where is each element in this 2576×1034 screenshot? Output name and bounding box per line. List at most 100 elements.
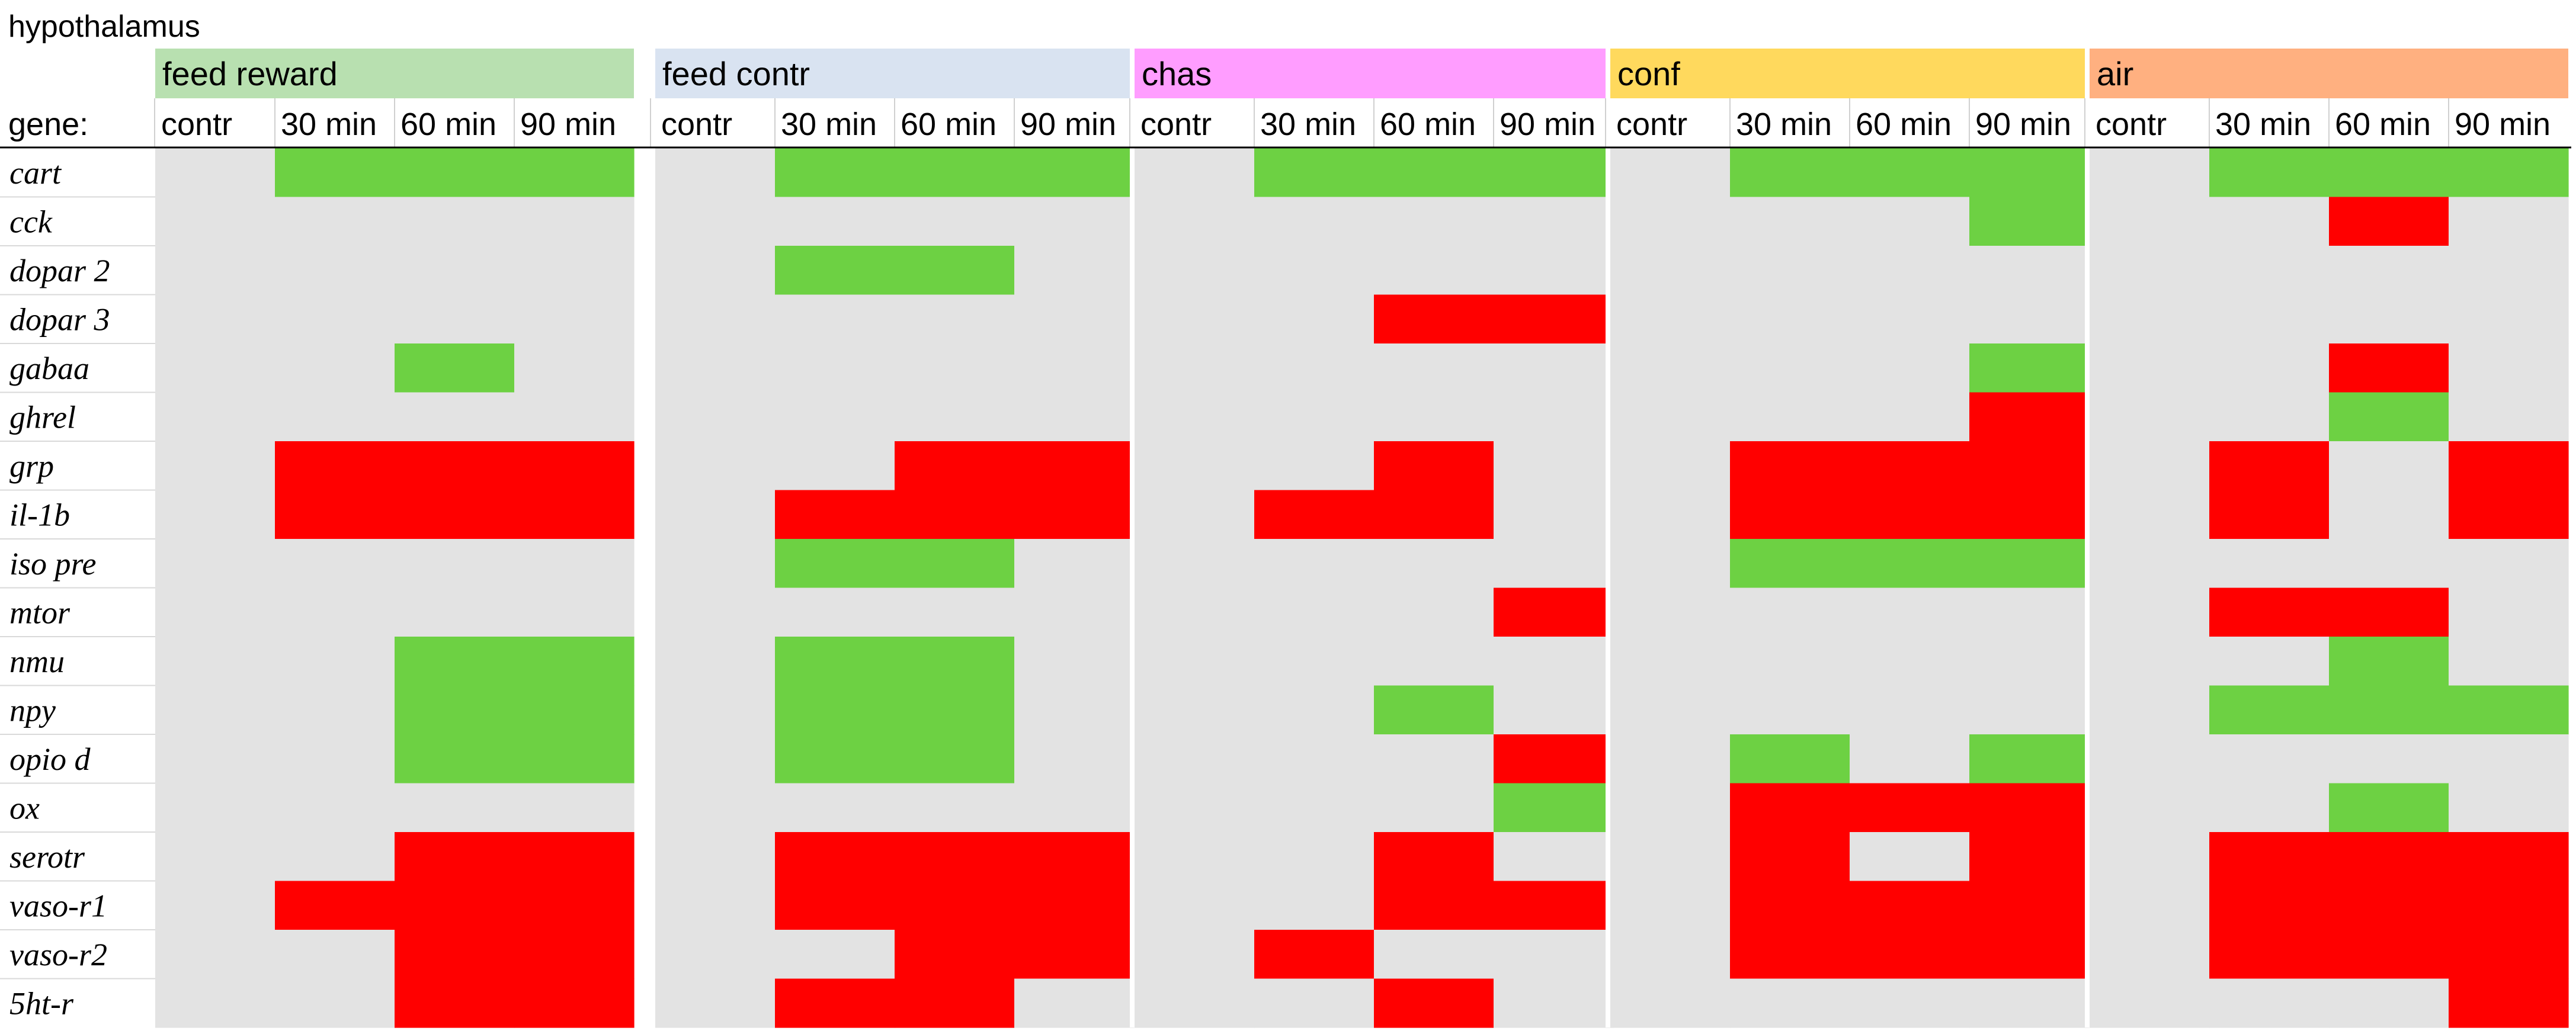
cell-0-6-2 [395, 441, 515, 491]
cell-3-11-1 [1730, 685, 1850, 735]
cell-4-2-1 [2209, 246, 2330, 296]
cell-1-9-2 [895, 587, 1015, 637]
cell-4-17-2 [2329, 978, 2449, 1028]
cell-4-6-1 [2209, 441, 2330, 491]
cell-0-10-2 [395, 637, 515, 686]
cell-1-7-2 [895, 490, 1015, 540]
cell-1-13-0 [655, 783, 776, 833]
cell-1-14-2 [895, 832, 1015, 882]
cell-3-8-2 [1850, 539, 1970, 589]
cell-0-3-2 [395, 294, 515, 344]
cell-3-2-3 [1969, 246, 2090, 296]
cell-1-2-3 [1014, 246, 1135, 296]
column-label-1-3: 90 min [1020, 107, 1116, 142]
cell-4-6-3 [2449, 441, 2569, 491]
cell-4-1-3 [2449, 197, 2569, 246]
cell-0-16-1 [275, 930, 395, 980]
cell-3-1-1 [1730, 197, 1850, 246]
cell-2-0-1 [1254, 148, 1374, 198]
cell-0-16-0 [155, 930, 275, 980]
cell-1-9-3 [1014, 587, 1135, 637]
cell-4-1-1 [2209, 197, 2330, 246]
cell-3-2-2 [1850, 246, 1970, 296]
cell-3-5-3 [1969, 392, 2090, 442]
cell-4-8-0 [2090, 539, 2210, 589]
cell-3-1-3 [1969, 197, 2090, 246]
cell-2-7-2 [1374, 490, 1494, 540]
cell-0-11-1 [275, 685, 395, 735]
cell-1-5-2 [895, 392, 1015, 442]
cell-3-11-2 [1850, 685, 1970, 735]
cell-2-8-0 [1135, 539, 1255, 589]
cell-0-10-1 [275, 637, 395, 686]
cell-3-10-3 [1969, 637, 2090, 686]
cell-4-10-3 [2449, 637, 2569, 686]
cell-4-7-3 [2449, 490, 2569, 540]
cell-0-4-1 [275, 343, 395, 393]
cell-1-5-0 [655, 392, 776, 442]
cell-0-3-1 [275, 294, 395, 344]
cell-4-1-0 [2090, 197, 2210, 246]
cell-3-14-2 [1850, 832, 1970, 882]
cell-0-6-0 [155, 441, 275, 491]
cell-4-10-2 [2329, 637, 2449, 686]
cell-2-6-1 [1254, 441, 1374, 491]
cell-3-2-0 [1610, 246, 1731, 296]
column-label-0-1: 30 min [281, 107, 377, 142]
cell-1-3-3 [1014, 294, 1135, 344]
cell-2-9-0 [1135, 587, 1255, 637]
cell-3-3-1 [1730, 294, 1850, 344]
cell-0-14-2 [395, 832, 515, 882]
column-label-0-3: 90 min [520, 107, 616, 142]
cell-3-13-1 [1730, 783, 1850, 833]
cell-2-5-2 [1374, 392, 1494, 442]
cell-2-9-1 [1254, 587, 1374, 637]
cell-0-2-1 [275, 246, 395, 296]
cell-0-17-0 [155, 978, 275, 1028]
cell-2-16-3 [1494, 930, 1614, 980]
column-label-0-2: 60 min [401, 107, 496, 142]
cell-1-0-2 [895, 148, 1015, 198]
cell-4-16-0 [2090, 930, 2210, 980]
cell-1-0-3 [1014, 148, 1135, 198]
cell-1-17-1 [775, 978, 895, 1028]
cell-3-12-2 [1850, 734, 1970, 784]
cell-4-16-3 [2449, 930, 2569, 980]
cell-0-10-3 [514, 637, 635, 686]
cell-2-9-3 [1494, 587, 1614, 637]
group-label-4: air [2097, 55, 2133, 92]
cell-4-17-0 [2090, 978, 2210, 1028]
cell-4-8-3 [2449, 539, 2569, 589]
cell-0-11-2 [395, 685, 515, 735]
cell-4-12-1 [2209, 734, 2330, 784]
cell-4-15-2 [2329, 881, 2449, 930]
cell-1-6-3 [1014, 441, 1135, 491]
cell-1-11-3 [1014, 685, 1135, 735]
cell-3-11-0 [1610, 685, 1731, 735]
cell-4-3-3 [2449, 294, 2569, 344]
cell-3-5-1 [1730, 392, 1850, 442]
cell-1-13-1 [775, 783, 895, 833]
cell-3-0-3 [1969, 148, 2090, 198]
cell-0-2-0 [155, 246, 275, 296]
cell-2-11-1 [1254, 685, 1374, 735]
cell-1-11-1 [775, 685, 895, 735]
cell-4-5-2 [2329, 392, 2449, 442]
cell-2-7-3 [1494, 490, 1614, 540]
cell-0-11-0 [155, 685, 275, 735]
cell-4-3-2 [2329, 294, 2449, 344]
cell-0-14-0 [155, 832, 275, 882]
cell-1-10-0 [655, 637, 776, 686]
cell-3-4-3 [1969, 343, 2090, 393]
cell-0-17-1 [275, 978, 395, 1028]
cell-0-7-3 [514, 490, 635, 540]
cell-1-4-3 [1014, 343, 1135, 393]
cell-4-8-1 [2209, 539, 2330, 589]
cell-1-3-2 [895, 294, 1015, 344]
cell-0-16-2 [395, 930, 515, 980]
gene-label-11: npy [9, 693, 56, 728]
cell-4-4-2 [2329, 343, 2449, 393]
cell-2-6-0 [1135, 441, 1255, 491]
cell-2-3-2 [1374, 294, 1494, 344]
group-header-3 [1610, 49, 2089, 98]
